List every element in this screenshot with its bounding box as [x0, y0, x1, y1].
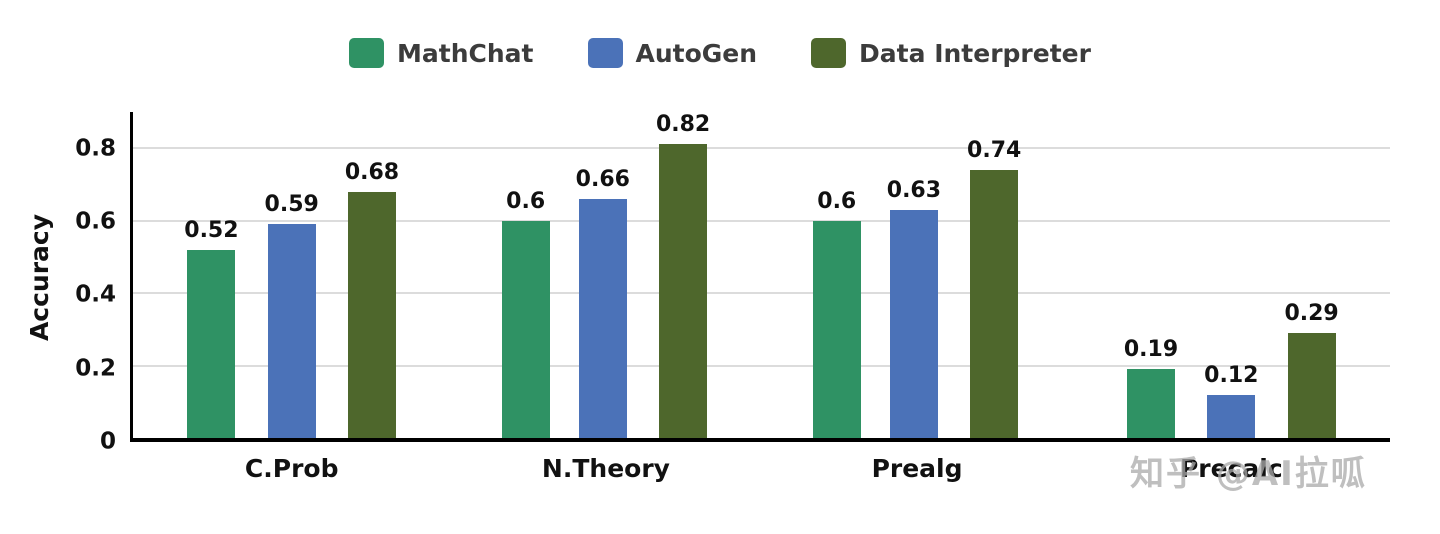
bar-value-label: 0.6: [817, 188, 857, 214]
bar: [812, 220, 861, 438]
bar-value-label: 0.29: [1284, 300, 1339, 326]
gridline: [133, 364, 1390, 367]
y-tick-label: 0: [99, 428, 116, 455]
bar-value-label: 0.6: [506, 188, 546, 214]
y-tick-label: 0.8: [75, 135, 116, 162]
legend-item: MathChat: [349, 38, 534, 68]
bar-value-label: 0.19: [1123, 337, 1179, 363]
legend-label: Data Interpreter: [859, 38, 1091, 68]
legend-swatch: [811, 38, 847, 68]
bar-wrap: 0.66: [576, 112, 630, 438]
bar-wrap: 0.29: [1284, 112, 1339, 438]
legend-item: Data Interpreter: [811, 38, 1091, 68]
bar-wrap: 0.59: [265, 112, 319, 438]
y-tick-label: 0.6: [75, 208, 116, 235]
bar-group: 0.52 0.59 0.68 C.Prob: [184, 112, 399, 483]
bar: [347, 191, 396, 438]
bar-set: 0.6 0.66 0.82: [501, 112, 710, 438]
bar: [187, 249, 236, 438]
x-category-label: N.Theory: [541, 454, 670, 483]
bar-wrap: 0.52: [184, 112, 239, 438]
bar: [501, 220, 550, 438]
bar-value-label: 0.68: [344, 159, 400, 185]
y-tick-label: 0.2: [75, 355, 116, 382]
bar-set: 0.19 0.12 0.29: [1124, 112, 1339, 438]
bar-value-label: 0.52: [184, 217, 239, 243]
watermark: 知乎 @AI拉呱: [1130, 454, 1367, 494]
bar-value-label: 0.82: [655, 112, 711, 137]
bar-set: 0.6 0.63 0.74: [812, 112, 1021, 438]
bar-value-label: 0.12: [1204, 362, 1259, 388]
bar-groups: 0.52 0.59 0.68 C.Prob 0.6 0.66 0.82 N.Theory 0.6…: [133, 112, 1390, 483]
bar: [659, 144, 708, 438]
bar: [1127, 369, 1176, 438]
bar: [970, 169, 1019, 438]
bar-wrap: 0.74: [967, 112, 1021, 438]
bar-value-label: 0.63: [886, 177, 942, 203]
gridline: [133, 147, 1390, 150]
bar-wrap: 0.82: [656, 112, 710, 438]
gridline: [133, 292, 1390, 295]
legend-label: AutoGen: [635, 38, 758, 68]
legend-item: AutoGen: [587, 38, 758, 68]
legend-label: MathChat: [397, 38, 534, 68]
bar-wrap: 0.19: [1124, 112, 1178, 438]
x-category-label: C.Prob: [244, 454, 339, 483]
chart-legend: MathChat AutoGen Data Interpreter: [0, 38, 1440, 68]
bar-group: 0.19 0.12 0.29 Precalc: [1124, 112, 1339, 483]
y-tick-label: 0.4: [75, 281, 116, 308]
bar: [889, 209, 938, 438]
bar-wrap: 0.68: [345, 112, 399, 438]
bar: [267, 224, 316, 438]
x-category-label: Prealg: [871, 454, 963, 483]
bar-group: 0.6 0.63 0.74 Prealg: [812, 112, 1021, 483]
bar-wrap: 0.6: [501, 112, 550, 438]
bar: [578, 198, 627, 438]
legend-swatch: [349, 38, 385, 68]
gridline: [133, 219, 1390, 222]
bar-wrap: 0.12: [1204, 112, 1258, 438]
bar-value-label: 0.74: [967, 137, 1022, 163]
bar-set: 0.52 0.59 0.68: [184, 112, 399, 438]
bar: [1207, 394, 1256, 438]
bar-wrap: 0.63: [887, 112, 941, 438]
x-category-label: Precalc: [1179, 454, 1283, 483]
legend-swatch: [587, 38, 623, 68]
y-axis-ticks: 0 0.2 0.4 0.6 0.8: [0, 112, 116, 453]
plot-area: 0.52 0.59 0.68 C.Prob 0.6 0.66 0.82 N.Theory 0.6…: [130, 112, 1390, 483]
bar-group: 0.6 0.66 0.82 N.Theory: [501, 112, 710, 483]
bar: [1287, 332, 1336, 438]
bar-value-label: 0.59: [264, 192, 319, 218]
bar-value-label: 0.66: [575, 166, 630, 192]
bar-wrap: 0.6: [812, 112, 861, 438]
